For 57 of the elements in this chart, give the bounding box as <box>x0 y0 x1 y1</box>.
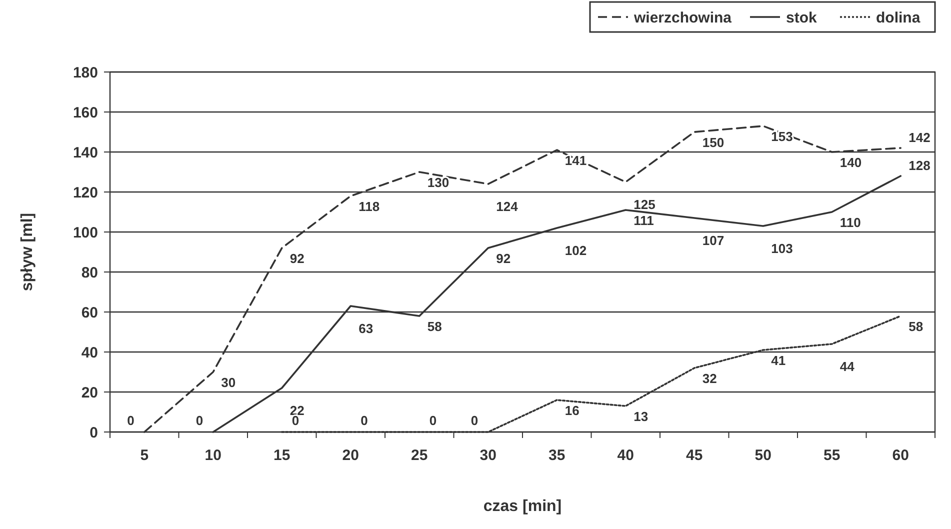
x-tick-label: 5 <box>140 447 149 464</box>
x-tick-label: 35 <box>548 447 566 464</box>
data-label: 0 <box>360 413 368 428</box>
data-label: 128 <box>908 158 930 173</box>
y-tick-label: 160 <box>72 104 98 122</box>
data-label: 16 <box>564 403 580 418</box>
data-label: 142 <box>908 130 930 145</box>
x-tick-label: 25 <box>411 447 428 464</box>
data-label: 13 <box>634 409 648 424</box>
data-label: 0 <box>429 413 437 428</box>
y-tick-label: 20 <box>81 384 98 402</box>
data-label: 153 <box>771 129 793 144</box>
x-tick-label: 50 <box>754 447 772 464</box>
data-label: 118 <box>358 199 380 214</box>
data-label: 32 <box>702 371 717 386</box>
data-label: 41 <box>771 353 786 368</box>
data-label: 58 <box>427 319 442 334</box>
legend-label: stok <box>786 9 818 26</box>
y-tick-label: 140 <box>72 144 98 162</box>
data-label: 0 <box>196 413 204 428</box>
y-tick-label: 100 <box>72 224 98 242</box>
data-label: 92 <box>496 251 511 266</box>
x-tick-label: 20 <box>342 447 359 464</box>
data-label: 150 <box>702 135 724 150</box>
x-tick-label: 10 <box>204 447 222 464</box>
y-tick-label: 180 <box>72 64 98 82</box>
x-tick-label: 55 <box>824 447 840 464</box>
data-label: 125 <box>634 197 656 212</box>
x-tick-label: 40 <box>617 447 634 464</box>
data-label: 92 <box>290 251 304 266</box>
x-axis-title: czas [min] <box>483 498 562 515</box>
data-label: 44 <box>840 359 856 374</box>
data-label: 102 <box>564 243 587 258</box>
data-label: 140 <box>840 155 862 170</box>
data-label: 130 <box>427 175 450 190</box>
legend-label: wierzchowina <box>633 9 732 26</box>
data-label: 30 <box>221 375 236 390</box>
y-tick-label: 40 <box>81 344 98 362</box>
y-axis-title: spływ [ml] <box>19 212 36 292</box>
legend-label: dolina <box>876 9 921 26</box>
y-tick-label: 120 <box>72 184 98 202</box>
data-label: 103 <box>771 241 793 256</box>
data-label: 63 <box>358 321 374 336</box>
data-label: 107 <box>702 233 724 248</box>
data-label: 0 <box>470 413 478 428</box>
x-tick-label: 30 <box>480 447 496 464</box>
y-tick-label: 80 <box>81 264 98 282</box>
data-label: 124 <box>496 199 519 214</box>
data-label: 0 <box>127 413 134 428</box>
y-tick-label: 60 <box>81 304 98 322</box>
x-tick-label: 60 <box>892 447 909 464</box>
x-tick-label: 45 <box>686 447 703 464</box>
data-label: 58 <box>908 319 924 334</box>
data-label: 111 <box>634 213 654 228</box>
y-tick-label: 0 <box>90 424 98 442</box>
x-tick-label: 15 <box>274 447 290 464</box>
data-label: 110 <box>840 215 861 230</box>
